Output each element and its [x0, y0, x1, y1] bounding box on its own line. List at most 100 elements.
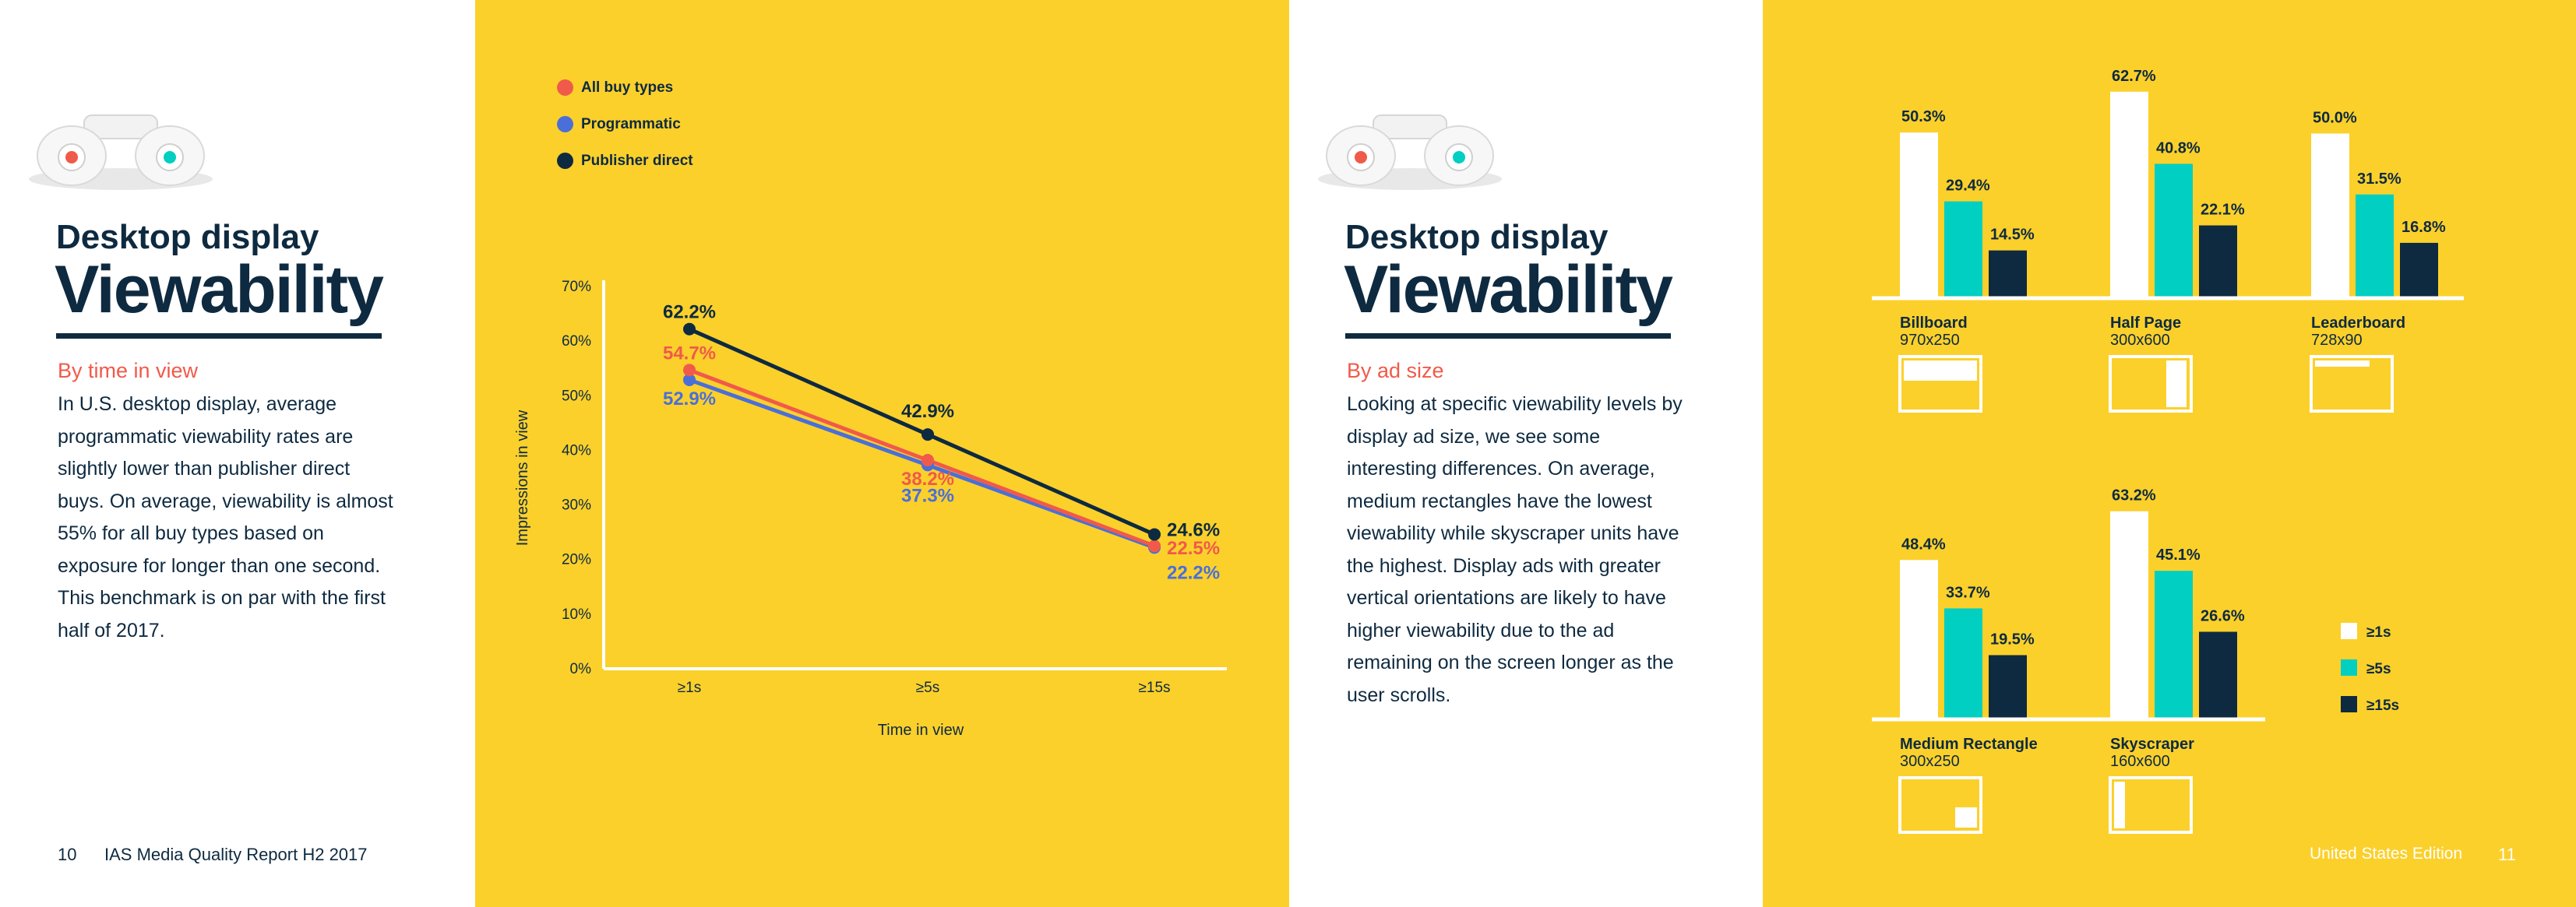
ad-size-name: Billboard — [1900, 315, 1968, 332]
edition-label: United States Edition — [2310, 845, 2463, 863]
data-label: 54.7% — [663, 343, 716, 364]
title-underline — [56, 333, 382, 339]
bar-≥15s — [1989, 655, 2027, 719]
y-tick-label: 70% — [562, 279, 591, 295]
bar-≥15s — [2199, 225, 2237, 298]
y-tick-label: 20% — [562, 552, 591, 568]
bar-value-label: 33.7% — [1946, 584, 1990, 601]
bar-chart-panel: 50.3% 29.4% 14.5% 62.7% 40.8% 22.1% 50.0% 31.5%… — [1763, 0, 2576, 907]
data-label: 38.2% — [901, 469, 954, 490]
legend-swatch — [2341, 659, 2357, 676]
page-subtitle: Desktop display — [1345, 218, 1609, 256]
ad-size-name: Medium Rectangle — [1900, 736, 2038, 753]
bar-value-label: 63.2% — [2112, 487, 2156, 504]
bar-value-label: 50.0% — [2313, 110, 2357, 127]
y-tick-label: 60% — [562, 333, 591, 350]
left-page: Desktop display Viewability By time in v… — [0, 0, 475, 907]
bar-value-label: 16.8% — [2402, 219, 2446, 236]
legend-label: ≥15s — [2366, 698, 2399, 714]
legend-item-all-buy-types: All buy types — [557, 79, 673, 97]
y-tick-label: 10% — [562, 606, 591, 623]
legend-label: Publisher direct — [581, 153, 693, 169]
line-chart: 0% 10% 20% 30% 40% 50% 60% 70% ≥1s ≥5s ≥15s Time in… — [514, 279, 1227, 739]
bar-≥15s — [2199, 631, 2237, 719]
ad-size-dimensions: 300x600 — [2110, 332, 2170, 349]
data-point — [683, 373, 696, 386]
legend-swatch — [2341, 696, 2357, 712]
binoculars-icon — [29, 114, 213, 190]
section-heading: By time in view — [58, 359, 199, 382]
data-point — [922, 454, 934, 467]
body-text: In U.S. desktop display, average program… — [58, 393, 393, 642]
x-axis-title: Time in view — [878, 722, 964, 739]
bar-value-label: 14.5% — [1990, 227, 2035, 244]
bar-≥1s — [1900, 560, 1938, 719]
ad-format-fill — [1955, 807, 1977, 828]
bar-≥5s — [1944, 201, 1982, 298]
ad-size-name: Skyscraper — [2110, 736, 2194, 753]
legend-item-publisher-direct: Publisher direct — [557, 153, 693, 170]
data-label: 42.9% — [901, 401, 954, 422]
bar-≥1s — [2311, 133, 2349, 298]
ad-format-fill — [2166, 360, 2187, 407]
title-underline — [1345, 333, 1671, 339]
data-point — [1148, 528, 1161, 541]
legend-swatch — [557, 153, 573, 170]
bar-≥1s — [1900, 132, 1938, 298]
bar-≥15s — [1989, 250, 2027, 298]
data-label: 52.9% — [663, 388, 716, 410]
bar-≥1s — [2110, 91, 2148, 299]
ad-size-dimensions: 970x250 — [1900, 332, 1960, 349]
ad-format-fill — [2315, 360, 2370, 367]
legend-swatch — [557, 116, 573, 133]
data-point — [922, 428, 934, 441]
bar-value-label: 22.1% — [2201, 202, 2245, 219]
y-tick-label: 0% — [570, 661, 592, 677]
bar-chart: 50.3% 29.4% 14.5% 62.7% 40.8% 22.1% 50.0% 31.5%… — [1872, 68, 2464, 834]
bar-≥5s — [2155, 163, 2193, 298]
bar-value-label: 29.4% — [1946, 178, 1990, 195]
series-line-all-buy-types — [689, 367, 1155, 548]
y-tick-label: 40% — [562, 442, 591, 459]
x-tick-label: ≥15s — [1138, 680, 1170, 696]
legend-item-programmatic: Programmatic — [557, 116, 681, 133]
data-point — [683, 322, 696, 336]
bar-value-label: 62.7% — [2112, 68, 2156, 85]
ad-size-dimensions: 300x250 — [1900, 753, 1960, 770]
bar-≥1s — [2110, 511, 2148, 719]
bar-value-label: 45.1% — [2156, 547, 2201, 564]
ad-size-name: Half Page — [2110, 315, 2181, 332]
binoculars-icon — [1318, 114, 1502, 190]
page-title: Viewability — [55, 252, 384, 327]
body-text: Looking at specific viewability levels b… — [1347, 393, 1683, 706]
legend-swatch — [557, 79, 573, 97]
y-axis-title: Impressions in view — [514, 410, 531, 546]
data-label: 24.6% — [1167, 519, 1220, 540]
bar-value-label: 31.5% — [2357, 171, 2402, 188]
bar-≥5s — [2155, 571, 2193, 719]
page-number: 11 — [2498, 845, 2516, 864]
legend-label: All buy types — [581, 79, 674, 96]
ad-size-dimensions: 160x600 — [2110, 753, 2170, 770]
legend-label: ≥1s — [2366, 624, 2391, 641]
bar-value-label: 50.3% — [1901, 108, 1946, 125]
y-tick-label: 30% — [562, 497, 591, 514]
data-point — [683, 364, 696, 377]
ad-format-icon — [2109, 355, 2193, 413]
data-label: 37.3% — [901, 485, 954, 506]
legend-swatch — [2341, 623, 2357, 639]
bar-value-label: 26.6% — [2201, 607, 2245, 624]
ad-format-icon — [1898, 776, 1982, 834]
legend-label: Programmatic — [581, 116, 681, 132]
bar-≥5s — [1944, 608, 1982, 719]
page-number: 10 — [58, 845, 77, 864]
bar-value-label: 19.5% — [1990, 631, 2035, 649]
ad-format-icon — [2109, 776, 2193, 834]
ad-format-icon — [1898, 355, 1982, 413]
data-label: 22.5% — [1167, 538, 1220, 559]
data-point — [1148, 540, 1161, 553]
data-label: 62.2% — [663, 302, 716, 323]
section-heading: By ad size — [1347, 359, 1444, 382]
y-tick-label: 50% — [562, 388, 591, 404]
bar-value-label: 48.4% — [1901, 536, 1946, 553]
